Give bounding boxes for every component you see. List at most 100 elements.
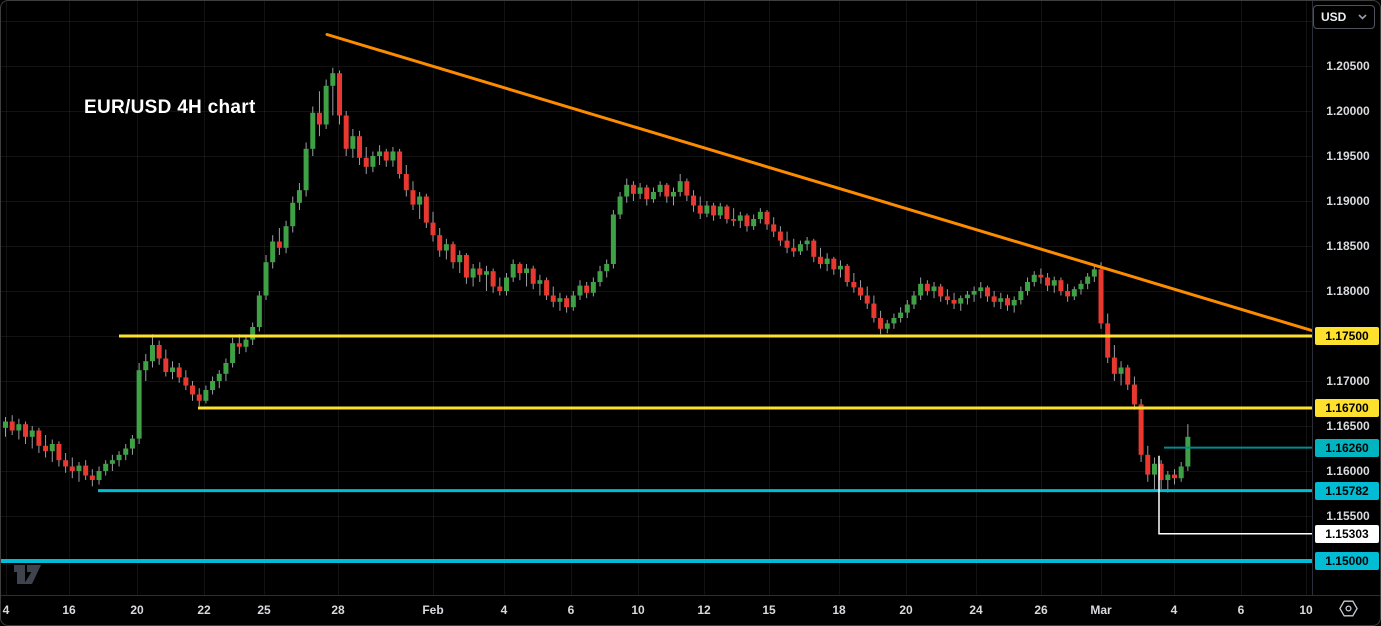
candle-bullish xyxy=(797,244,803,252)
price-level-badge[interactable]: 1.16700 xyxy=(1315,399,1379,417)
candle-bearish xyxy=(63,460,69,467)
candle-bullish xyxy=(1011,300,1017,306)
candle-bullish xyxy=(76,465,82,471)
candle-bullish xyxy=(931,286,937,291)
price-level-badge[interactable]: 1.16260 xyxy=(1315,438,1379,457)
candle-bullish xyxy=(717,206,723,216)
candle-bearish xyxy=(1038,274,1044,278)
chart-title: EUR/USD 4H chart xyxy=(84,97,256,118)
time-axis[interactable]: 4 16 20 22 25 28 Feb 4 6 10 12 15 18 20 24 26 Mar 4 6 10 xyxy=(1,595,1380,625)
candle-bearish xyxy=(463,255,469,278)
candle-bearish xyxy=(183,377,189,386)
candle-bullish xyxy=(604,264,610,272)
time-tick: 10 xyxy=(1299,603,1313,617)
candle-bullish xyxy=(303,148,309,191)
currency-dropdown[interactable]: USD xyxy=(1313,5,1375,29)
candle-bearish xyxy=(163,358,169,372)
candle-bullish xyxy=(116,454,122,461)
candle-bullish xyxy=(103,463,109,471)
candle-bullish xyxy=(804,240,810,245)
candle-bearish xyxy=(23,424,29,437)
candle-bearish xyxy=(490,271,496,287)
candle-bullish xyxy=(16,424,22,431)
candle-bearish xyxy=(337,73,342,116)
candle-bearish xyxy=(437,235,443,251)
measure-line[interactable] xyxy=(1158,455,1312,535)
candle-bullish xyxy=(1051,280,1057,286)
candle-bullish xyxy=(129,438,135,449)
candle-bullish xyxy=(524,268,530,273)
candle-bullish xyxy=(757,211,763,219)
candle-bearish xyxy=(196,394,202,401)
candle-bullish xyxy=(457,255,463,263)
candle-bearish xyxy=(9,421,15,431)
time-tick: 25 xyxy=(257,603,271,617)
candle-bearish xyxy=(991,296,997,302)
candle-bearish xyxy=(951,300,957,304)
candle-bullish xyxy=(657,184,663,192)
candle-bearish xyxy=(684,181,690,196)
candle-bullish xyxy=(1071,289,1077,297)
candle-bullish xyxy=(1031,274,1037,282)
candle-bullish xyxy=(510,264,516,278)
candle-bullish xyxy=(96,471,102,480)
candle-bullish xyxy=(377,151,383,156)
candle-bearish xyxy=(1058,280,1064,291)
candle-bullish xyxy=(390,151,396,161)
time-tick: 18 xyxy=(832,603,846,617)
candle-bullish xyxy=(904,304,910,313)
candle-bearish xyxy=(1065,291,1071,297)
time-tick: 28 xyxy=(331,603,345,617)
price-tick: 1.16500 xyxy=(1326,419,1370,433)
chart-canvas[interactable]: EUR/USD 4H chart xyxy=(1,1,1312,595)
candle-bullish xyxy=(838,265,843,270)
candle-bullish xyxy=(918,283,924,296)
candle-bullish xyxy=(109,460,115,464)
candle-bullish xyxy=(1151,463,1157,475)
candle-bearish xyxy=(831,258,837,270)
trendline[interactable] xyxy=(325,33,1312,333)
candle-bearish xyxy=(1125,367,1131,385)
price-level-badge[interactable]: 1.15000 xyxy=(1315,552,1379,570)
candle-bullish xyxy=(597,271,603,282)
time-tick: 4 xyxy=(1170,603,1178,617)
candle-bullish xyxy=(483,271,489,275)
time-tick: 26 xyxy=(1034,603,1048,617)
price-tick: 1.20500 xyxy=(1326,59,1370,73)
candle-bearish xyxy=(517,264,523,273)
settings-gear-icon[interactable] xyxy=(1338,599,1358,619)
candle-bearish xyxy=(771,224,777,232)
candle-bullish xyxy=(323,85,329,125)
price-level-badge[interactable]: 1.15782 xyxy=(1315,481,1379,500)
time-tick: 12 xyxy=(697,603,711,617)
candle-bullish xyxy=(958,298,964,304)
candle-bearish xyxy=(858,287,864,296)
candle-bullish xyxy=(1078,283,1084,290)
price-tick: 1.18500 xyxy=(1326,239,1370,253)
candle-bearish xyxy=(56,444,62,461)
candle-bullish xyxy=(971,291,977,295)
candle-bearish xyxy=(871,303,877,318)
tradingview-logo-icon[interactable] xyxy=(13,562,51,588)
candle-bearish xyxy=(1105,323,1111,358)
candle-bullish xyxy=(590,282,596,293)
price-level-badge[interactable]: 1.17500 xyxy=(1315,327,1379,345)
candle-bullish xyxy=(537,280,543,284)
candle-bullish xyxy=(123,448,129,455)
price-tick: 1.17000 xyxy=(1326,374,1370,388)
time-tick: 6 xyxy=(567,603,575,617)
price-level-badge[interactable]: 1.15303 xyxy=(1315,524,1379,543)
candle-bullish xyxy=(824,258,830,264)
candle-bearish xyxy=(630,184,636,194)
candle-bullish xyxy=(250,327,256,340)
price-tick: 1.20000 xyxy=(1326,104,1370,118)
candle-bullish xyxy=(898,312,904,318)
candle-bearish xyxy=(430,222,436,236)
candle-bullish xyxy=(1091,269,1097,277)
time-tick: 24 xyxy=(969,603,983,617)
candle-bullish xyxy=(911,295,917,305)
price-tick: 1.15500 xyxy=(1326,509,1370,523)
price-axis[interactable]: 1.20500 1.20000 1.19500 1.19000 1.18500 1.180… xyxy=(1312,1,1380,595)
price-tick: 1.19000 xyxy=(1326,194,1370,208)
candle-bearish xyxy=(844,265,850,282)
